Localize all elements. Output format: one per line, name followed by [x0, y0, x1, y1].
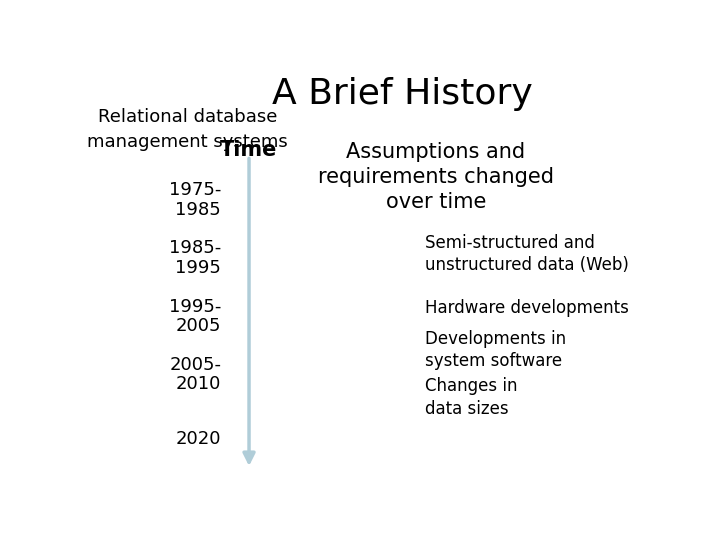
Text: Time: Time — [220, 140, 278, 160]
Text: Hardware developments: Hardware developments — [425, 299, 629, 317]
Text: Assumptions and
requirements changed
over time: Assumptions and requirements changed ove… — [318, 142, 554, 212]
Text: Changes in
data sizes: Changes in data sizes — [425, 377, 517, 417]
Text: 1985-
1995: 1985- 1995 — [169, 239, 221, 277]
Text: 1975-
1985: 1975- 1985 — [168, 181, 221, 219]
Text: 1995-
2005: 1995- 2005 — [168, 298, 221, 335]
Text: A Brief History: A Brief History — [272, 77, 533, 111]
Text: Semi-structured and
unstructured data (Web): Semi-structured and unstructured data (W… — [425, 234, 629, 274]
Text: 2005-
2010: 2005- 2010 — [169, 356, 221, 393]
Text: Relational database
management systems: Relational database management systems — [87, 108, 288, 151]
Text: 2020: 2020 — [176, 430, 221, 448]
Text: Developments in
system software: Developments in system software — [425, 329, 566, 370]
